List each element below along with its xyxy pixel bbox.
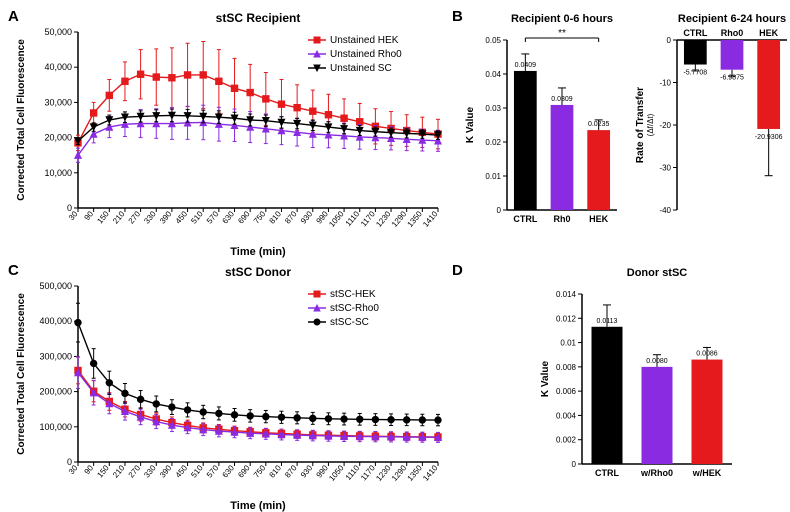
svg-text:500,000: 500,000 <box>39 281 72 291</box>
svg-text:CTRL: CTRL <box>595 468 619 478</box>
svg-text:0.05: 0.05 <box>485 36 501 45</box>
figure-grid: A stSC Recipient 0 10,000 20,000 30,000 40,00… <box>8 8 782 512</box>
svg-text:(Δf/Δt): (Δf/Δt) <box>646 113 655 136</box>
line-chart-a: stSC Recipient010,00020,00030,00040,0005… <box>8 8 448 258</box>
svg-text:0.0086: 0.0086 <box>696 351 718 358</box>
svg-text:0.0235: 0.0235 <box>588 121 610 128</box>
svg-text:400,000: 400,000 <box>39 316 72 326</box>
svg-text:-20.9306: -20.9306 <box>755 134 783 141</box>
svg-text:Rho0: Rho0 <box>721 28 744 38</box>
svg-text:100,000: 100,000 <box>39 422 72 432</box>
svg-text:200,000: 200,000 <box>39 387 72 397</box>
svg-text:w/Rho0: w/Rho0 <box>640 468 673 478</box>
svg-text:1350: 1350 <box>406 209 425 229</box>
svg-text:0.008: 0.008 <box>556 363 577 372</box>
svg-text:K Value: K Value <box>465 107 476 144</box>
panel-b-label: B <box>452 8 463 25</box>
svg-text:stSC-Rho0: stSC-Rho0 <box>330 303 379 314</box>
svg-text:K Value: K Value <box>540 361 551 398</box>
panel-b: B Recipient 0-6 hours 0 0.01 0.02 0.03 0.04 0.… <box>452 8 790 258</box>
svg-text:Time (min): Time (min) <box>230 500 286 512</box>
svg-text:stSC-SC: stSC-SC <box>330 317 369 328</box>
svg-text:1050: 1050 <box>327 209 346 229</box>
svg-text:Rh0: Rh0 <box>553 214 570 224</box>
svg-text:w/HEK: w/HEK <box>692 468 722 478</box>
svg-text:-40: -40 <box>659 206 671 215</box>
svg-text:0.01: 0.01 <box>485 172 501 181</box>
svg-text:Rate of Transfer: Rate of Transfer <box>635 87 646 163</box>
svg-text:1230: 1230 <box>374 463 393 483</box>
svg-text:0.02: 0.02 <box>485 138 501 147</box>
svg-text:1350: 1350 <box>406 463 425 483</box>
svg-text:1050: 1050 <box>327 463 346 483</box>
svg-text:stSC-HEK: stSC-HEK <box>330 289 376 300</box>
svg-text:-10: -10 <box>659 79 671 88</box>
svg-text:-6.9875: -6.9875 <box>720 75 744 82</box>
svg-text:Corrected Total Cell Fluoresce: Corrected Total Cell Fluorescence <box>16 39 27 201</box>
svg-text:1290: 1290 <box>390 463 409 483</box>
svg-text:stSC Donor: stSC Donor <box>225 265 291 279</box>
svg-text:30,000: 30,000 <box>44 97 72 107</box>
svg-text:10,000: 10,000 <box>44 168 72 178</box>
svg-text:0: 0 <box>572 460 577 469</box>
svg-text:1290: 1290 <box>390 209 409 229</box>
svg-text:0.006: 0.006 <box>556 387 577 396</box>
svg-text:0.04: 0.04 <box>485 70 501 79</box>
svg-text:50,000: 50,000 <box>44 27 72 37</box>
svg-text:0: 0 <box>497 206 502 215</box>
bar-charts-b: Recipient 0-6 hours 0 0.01 0.02 0.03 0.04 0.05… <box>452 8 790 258</box>
svg-text:HEK: HEK <box>589 214 609 224</box>
svg-text:Corrected Total Cell Fluoresce: Corrected Total Cell Fluorescence <box>16 293 27 455</box>
svg-text:Recipient 6-24 hours: Recipient 6-24 hours <box>678 13 786 25</box>
svg-text:20,000: 20,000 <box>44 133 72 143</box>
svg-text:-20: -20 <box>659 121 671 130</box>
line-chart-c: stSC Donor0100,000200,000300,000400,0005… <box>8 262 448 512</box>
svg-text:0: 0 <box>667 36 672 45</box>
svg-text:0.014: 0.014 <box>556 290 577 299</box>
svg-text:1170: 1170 <box>359 463 377 482</box>
svg-text:0.0309: 0.0309 <box>551 96 573 103</box>
svg-text:1110: 1110 <box>344 463 362 482</box>
svg-text:-5.7708: -5.7708 <box>683 70 707 77</box>
svg-text:HEK: HEK <box>759 28 779 38</box>
svg-text:Time (min): Time (min) <box>230 246 286 258</box>
svg-text:Unstained SC: Unstained SC <box>330 63 392 74</box>
svg-text:**: ** <box>558 28 566 39</box>
svg-text:-30: -30 <box>659 164 671 173</box>
panel-c: C stSC Donor0100,000200,000300,000400,00… <box>8 262 448 512</box>
panel-d: D Donor stSC 0 0.002 0.004 0.006 0.008 0.01 0.0… <box>452 262 790 512</box>
bar-chart-d: Donor stSC 0 0.002 0.004 0.006 0.008 0.01 0.012… <box>452 262 790 512</box>
panel-a-label: A <box>8 8 19 25</box>
svg-text:0.01: 0.01 <box>560 339 576 348</box>
svg-text:300,000: 300,000 <box>39 351 72 361</box>
panel-c-label: C <box>8 262 19 279</box>
svg-text:1230: 1230 <box>374 209 393 229</box>
svg-text:Unstained Rho0: Unstained Rho0 <box>330 49 402 60</box>
svg-text:CTRL: CTRL <box>513 214 537 224</box>
panel-d-label: D <box>452 262 463 279</box>
svg-text:0.004: 0.004 <box>556 411 577 420</box>
svg-text:0.0113: 0.0113 <box>597 318 618 325</box>
svg-text:Donor stSC: Donor stSC <box>627 267 688 279</box>
svg-text:Unstained HEK: Unstained HEK <box>330 35 399 46</box>
svg-text:CTRL: CTRL <box>683 28 707 38</box>
svg-text:1110: 1110 <box>344 209 362 228</box>
svg-text:0.012: 0.012 <box>556 314 577 323</box>
svg-text:1410: 1410 <box>421 463 440 483</box>
svg-text:Recipient 0-6 hours: Recipient 0-6 hours <box>511 13 613 25</box>
svg-text:0.002: 0.002 <box>556 436 577 445</box>
svg-text:40,000: 40,000 <box>44 62 72 72</box>
svg-text:0.03: 0.03 <box>485 104 501 113</box>
svg-text:0.0409: 0.0409 <box>515 62 537 69</box>
svg-text:stSC Recipient: stSC Recipient <box>216 11 301 25</box>
panel-a: A stSC Recipient010,00020,00030,00040,00… <box>8 8 448 258</box>
svg-text:0.0080: 0.0080 <box>646 358 668 365</box>
svg-text:1170: 1170 <box>359 209 377 228</box>
svg-text:1410: 1410 <box>421 209 440 229</box>
